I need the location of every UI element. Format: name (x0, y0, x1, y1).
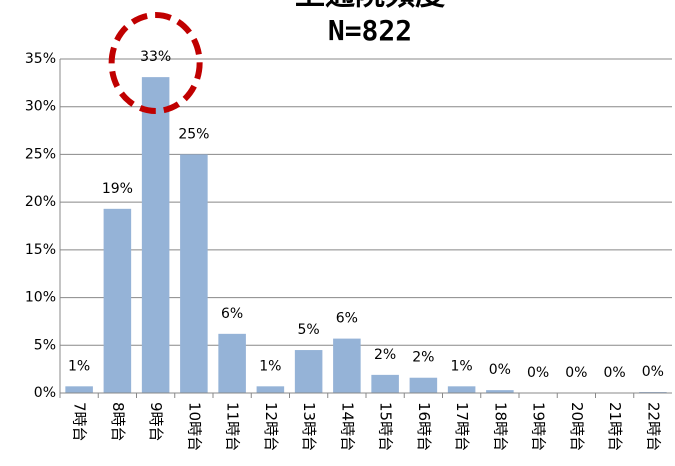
x-tick-label: 10時台 (185, 402, 203, 451)
bar (218, 333, 246, 393)
bar (103, 208, 132, 393)
x-tick-label: 9時台 (147, 402, 165, 442)
x-tick-label: 7時台 (71, 402, 89, 442)
x-tick-label: 21時台 (606, 402, 624, 451)
data-label: 5% (298, 322, 320, 338)
y-tick-label: 5% (34, 337, 56, 353)
x-tick-label: 11時台 (224, 402, 242, 451)
y-tick-label: 0% (34, 385, 56, 401)
bar (409, 377, 438, 393)
x-tick-label: 16時台 (415, 402, 433, 451)
x-tick-label: 17時台 (453, 402, 471, 451)
x-tick-label: 22時台 (644, 402, 662, 451)
data-label: 1% (68, 358, 90, 374)
data-label: 0% (565, 365, 587, 381)
chart-subtitle: N=822 (328, 14, 412, 47)
data-label: 0% (642, 364, 664, 380)
bar (256, 386, 285, 393)
data-label: 1% (259, 358, 281, 374)
bar (486, 390, 514, 393)
y-tick-label: 30% (25, 99, 56, 115)
data-label: 0% (527, 365, 549, 381)
data-label: 0% (489, 362, 511, 378)
data-label: 1% (451, 358, 473, 374)
x-tick-label: 15時台 (377, 402, 395, 451)
data-label: 2% (412, 350, 434, 366)
bar (447, 386, 476, 393)
x-tick-label: 13時台 (300, 402, 318, 451)
data-label: 19% (102, 181, 133, 197)
data-label: 2% (374, 347, 396, 363)
y-tick-label: 20% (25, 194, 56, 210)
bar (65, 386, 93, 393)
x-tick-label: 8時台 (109, 402, 127, 442)
y-tick-label: 35% (25, 51, 56, 67)
bar (371, 374, 399, 393)
bar (180, 154, 208, 393)
y-tick-label: 10% (25, 290, 56, 306)
data-label: 6% (221, 306, 243, 322)
y-tick-label: 25% (25, 146, 56, 162)
data-label: 6% (336, 311, 358, 327)
data-label: 33% (140, 49, 171, 65)
x-tick-label: 12時台 (262, 402, 280, 451)
data-label: 25% (178, 126, 209, 142)
data-label: 0% (604, 365, 626, 381)
bar (294, 350, 323, 393)
highlight-circle (108, 12, 203, 114)
y-tick-label: 15% (25, 242, 56, 258)
x-tick-label: 20時台 (568, 402, 586, 451)
bar (141, 77, 170, 393)
x-tick-label: 18時台 (491, 402, 509, 451)
x-tick-label: 19時台 (530, 402, 548, 451)
chart-title: 上通院頻度 (295, 0, 445, 13)
x-tick-label: 14時台 (338, 402, 356, 451)
bar (333, 338, 361, 393)
